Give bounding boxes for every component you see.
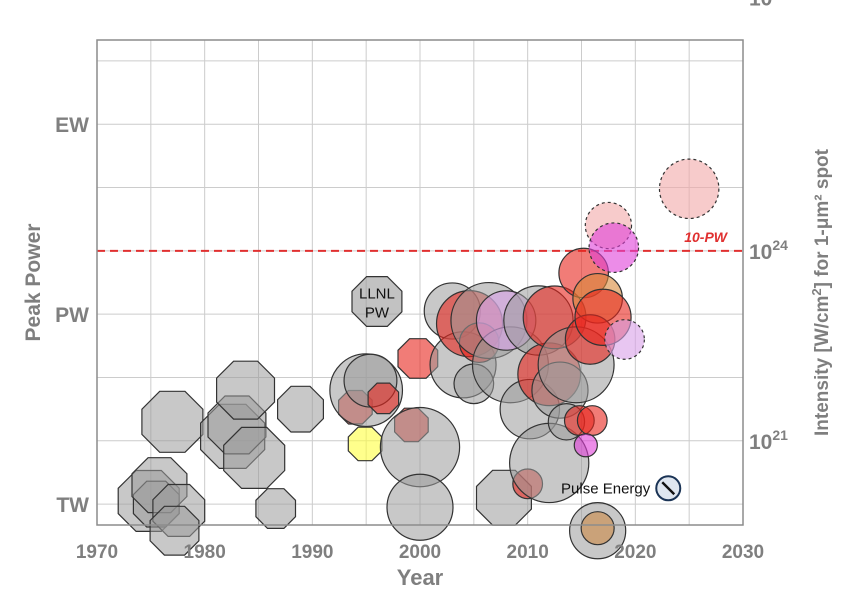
x-tick-label: 2030 [722, 542, 764, 563]
x-tick-label: 1980 [184, 542, 226, 563]
data-point [141, 390, 204, 453]
x-tick-label: 1990 [291, 542, 333, 563]
llnl-pw-marker [351, 276, 403, 327]
plot-frame [96, 39, 744, 526]
y-axis-label-left: Peak Power [22, 224, 45, 342]
llnl-pw-label: LLNL [359, 285, 395, 302]
x-tick-label: 2020 [614, 542, 656, 563]
tick-labels: 1970 1980 1990 2000 2010 2020 2030 TW PW EW 1021 10… [55, 0, 788, 563]
data-point [397, 338, 439, 379]
data-point [588, 222, 640, 274]
data-point [347, 426, 383, 462]
data-point [658, 158, 720, 220]
pulse-energy-label: Pulse Energy [561, 480, 651, 497]
data-point [367, 382, 400, 415]
y-tick-label-left: TW [56, 494, 89, 517]
y-tick-label-right: 1024 [749, 237, 788, 264]
reference-line-label: 10-PW [684, 229, 729, 245]
data-point [573, 433, 598, 458]
data-point [604, 319, 645, 360]
y-tick-label-right: 1028 [749, 0, 788, 11]
pulse-energy-arrow-icon [661, 481, 676, 496]
data-point [576, 405, 608, 436]
data-point [386, 473, 454, 541]
data-points [117, 158, 720, 560]
data-point [223, 426, 286, 489]
data-point [277, 385, 324, 433]
data-point [149, 505, 200, 556]
x-tick-label: 1970 [76, 542, 118, 563]
data-point [580, 511, 615, 546]
y-tick-label-right: 1021 [749, 427, 788, 454]
x-tick-label: 2010 [507, 542, 549, 563]
plot-border [96, 39, 744, 526]
annotations: 10-PW LLNL PW Pulse Energy [351, 229, 729, 502]
llnl-pw-label: PW [365, 304, 390, 321]
x-axis-label: Year [397, 565, 444, 590]
y-axis-label-right: Intensity [W/cm2] for 1-μm² spot [809, 148, 833, 436]
x-tick-label: 2000 [399, 542, 441, 563]
data-point [216, 360, 276, 420]
y-tick-label-left: PW [55, 304, 89, 327]
data-point [255, 488, 297, 529]
y-tick-label-left: EW [55, 114, 89, 137]
